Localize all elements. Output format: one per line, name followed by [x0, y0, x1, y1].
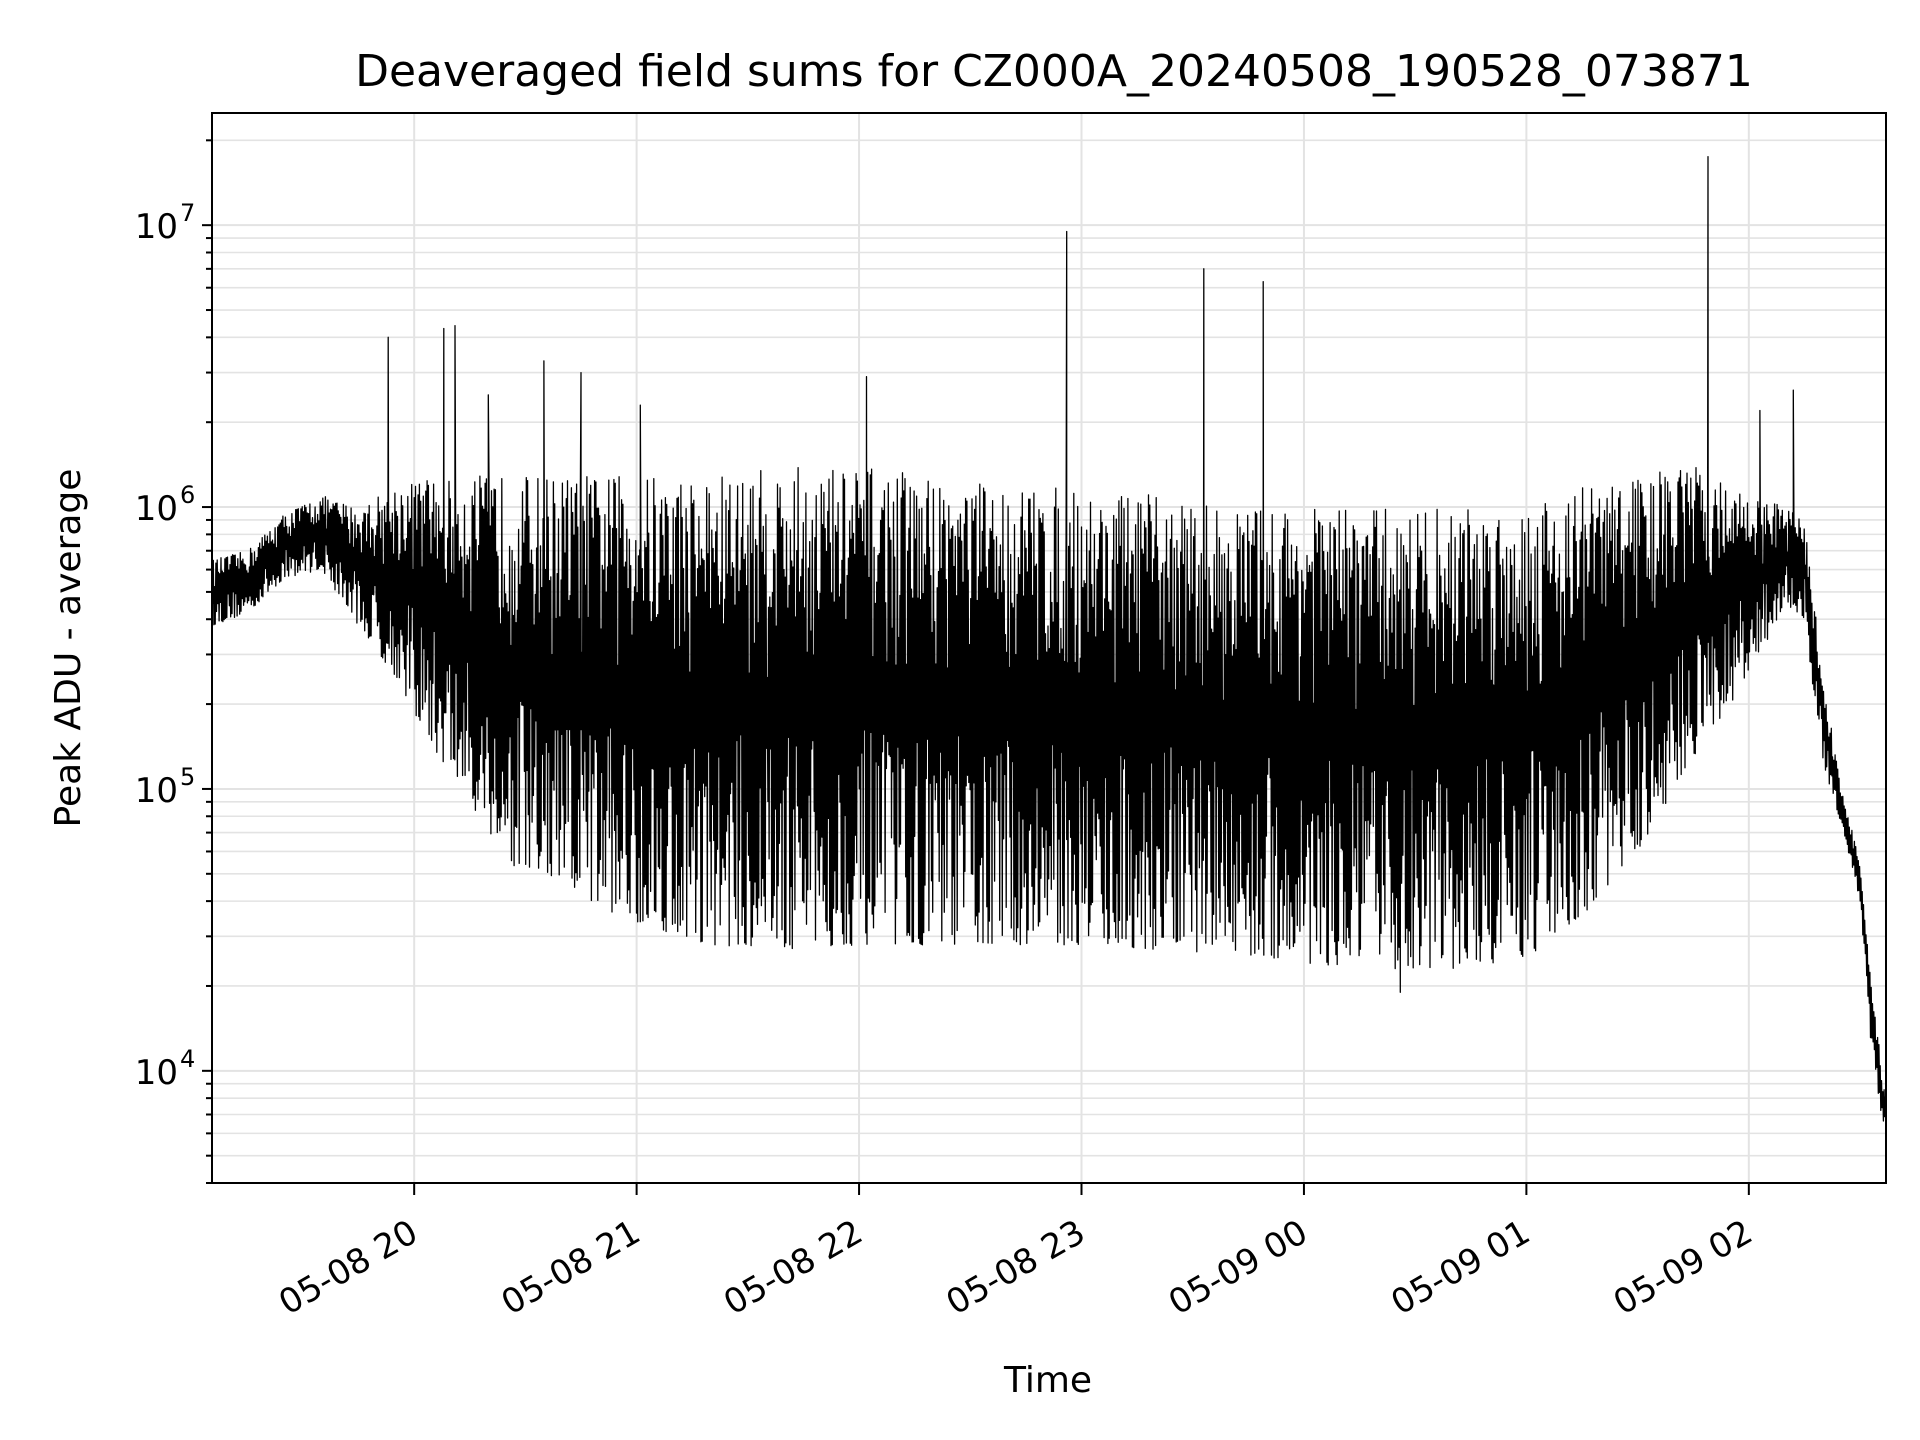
- x-tick-label: 05-08 22: [717, 1212, 869, 1323]
- plot-frame: [211, 112, 1887, 1184]
- x-axis-ticks: 05-08 20 05-08 21 05-08 22 05-08 23 05-09 00…: [272, 1183, 1759, 1323]
- x-axis-label: Time: [1003, 1360, 1092, 1401]
- y-tick-exponent: 6: [180, 481, 195, 509]
- x-tick-label: 05-08 20: [272, 1212, 424, 1323]
- y-tick-label: 10 7: [135, 199, 196, 247]
- y-tick-label: 10 5: [135, 763, 196, 811]
- y-tick-base: 10: [135, 489, 178, 529]
- x-tick-label: 05-09 00: [1162, 1212, 1314, 1323]
- x-tick-label: 05-09 02: [1607, 1212, 1759, 1323]
- x-tick-label: 05-09 01: [1384, 1212, 1536, 1323]
- chart-title: Deaveraged field sums for CZ000A_2024050…: [355, 46, 1753, 97]
- data-series-line: [211, 156, 1887, 1132]
- x-tick-label: 05-08 23: [940, 1212, 1092, 1323]
- series-path: [211, 156, 1887, 1132]
- y-tick-base: 10: [135, 207, 178, 247]
- y-tick-exponent: 5: [180, 763, 195, 791]
- y-tick-base: 10: [135, 1053, 178, 1093]
- y-axis-label: Peak ADU - average: [48, 469, 89, 828]
- y-tick-exponent: 4: [180, 1045, 195, 1073]
- y-tick-label: 10 4: [135, 1045, 196, 1093]
- x-tick-label: 05-08 21: [495, 1212, 647, 1323]
- y-tick-base: 10: [135, 771, 178, 811]
- y-tick-exponent: 7: [180, 199, 195, 227]
- y-tick-label: 10 6: [135, 481, 196, 529]
